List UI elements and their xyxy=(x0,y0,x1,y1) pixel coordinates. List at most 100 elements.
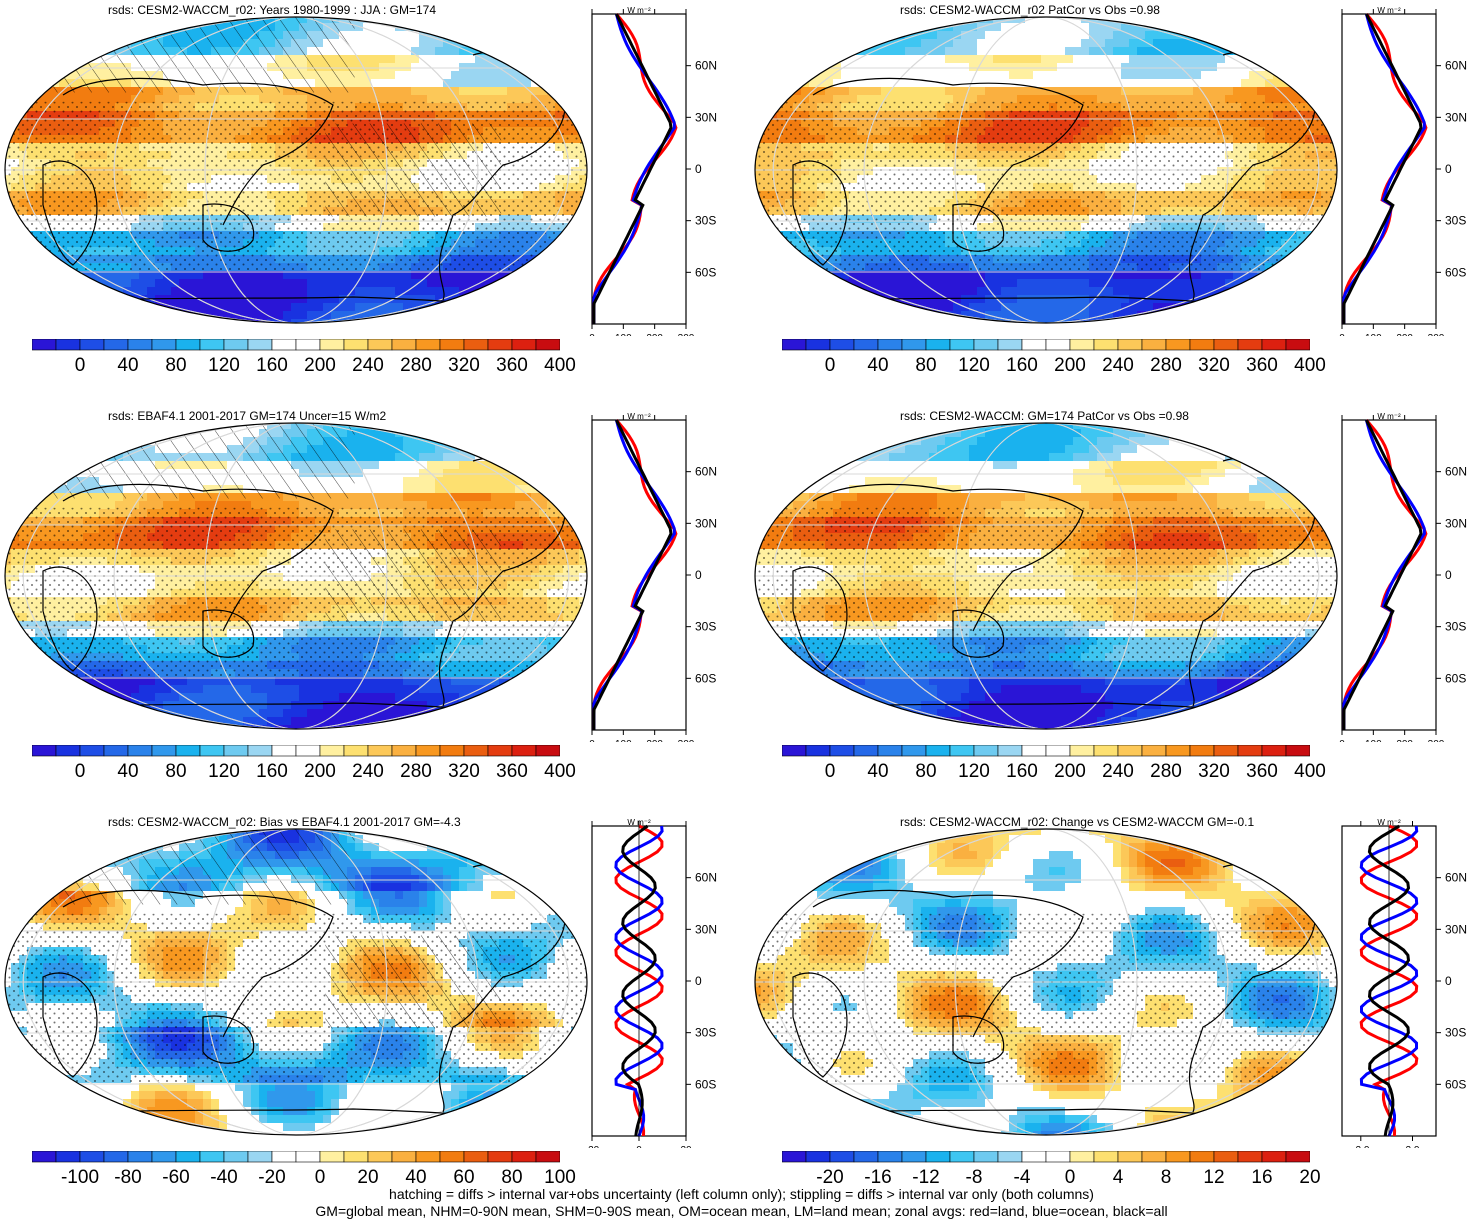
colorbar-tick-label: 80 xyxy=(165,355,187,376)
colorbar-tick-label: 200 xyxy=(304,355,336,376)
colorbar-swatch xyxy=(199,339,225,351)
colorbar-tick-label: 240 xyxy=(352,355,384,376)
colorbar-swatch xyxy=(1261,339,1287,351)
colorbar xyxy=(782,745,1310,757)
zonal-unit-label: W m⁻² xyxy=(627,6,651,15)
colorbar-swatch xyxy=(853,339,879,351)
colorbar-swatch xyxy=(1237,745,1263,757)
colorbar xyxy=(32,1151,560,1163)
coastline xyxy=(952,609,1005,658)
latitude-label: 30N xyxy=(695,516,717,530)
latitude-label: 30S xyxy=(1445,1026,1466,1040)
colorbar-swatch xyxy=(1093,339,1119,351)
coastline xyxy=(202,203,255,252)
colorbar-tick-label: 320 xyxy=(1198,761,1230,782)
colorbar-tick-label: 200 xyxy=(1054,761,1086,782)
colorbar-swatch xyxy=(1045,745,1071,757)
colorbar-swatch xyxy=(973,745,999,757)
colorbar-swatch xyxy=(1093,1151,1119,1163)
colorbar-swatch xyxy=(103,1151,129,1163)
colorbar-tick-label: 20 xyxy=(1299,1167,1321,1188)
colorbar-swatch xyxy=(1045,1151,1071,1163)
colorbar-swatch xyxy=(1069,1151,1095,1163)
colorbar-tick-label: 160 xyxy=(256,355,288,376)
colorbar-tick-label: 160 xyxy=(1006,761,1038,782)
colorbar-swatch xyxy=(103,745,129,757)
colorbar-swatch xyxy=(295,339,321,351)
colorbar-swatch xyxy=(391,1151,417,1163)
latitude-label: 60S xyxy=(695,1077,716,1091)
panel-p4: rsds: CESM2-WACCM: GM=174 PatCor vs Obs … xyxy=(750,406,1483,806)
colorbar-swatch xyxy=(973,1151,999,1163)
colorbar-swatch xyxy=(1165,339,1191,351)
colorbar-swatch xyxy=(1213,1151,1239,1163)
colorbar-tick-label: 320 xyxy=(1198,355,1230,376)
latitude-label: 30S xyxy=(695,1026,716,1040)
colorbar-swatch xyxy=(487,745,513,757)
zonal-x-tick-label: 300 xyxy=(1428,739,1445,742)
colorbar-tick-label: 100 xyxy=(544,1167,576,1188)
zonal-average-plot: W m⁻² 60N 30N 0 30S 60S 0 100 200 300 xyxy=(1339,6,1467,336)
colorbar-tick-label: 280 xyxy=(400,761,432,782)
colorbar-tick-label: 200 xyxy=(1054,355,1086,376)
coastline xyxy=(202,609,255,658)
zonal-line-all xyxy=(592,13,673,324)
colorbar-tick-label: -100 xyxy=(60,1167,100,1188)
colorbar-tick-label: 40 xyxy=(117,355,139,376)
zonal-x-tick-label: 300 xyxy=(1428,333,1445,336)
latitude-label: 60S xyxy=(695,265,716,279)
latitude-label: 0 xyxy=(695,162,702,176)
colorbar-swatch xyxy=(1285,339,1310,351)
colorbar-swatch xyxy=(1021,339,1047,351)
zonal-x-tick-label: 200 xyxy=(1396,739,1413,742)
coastline xyxy=(792,972,848,1078)
colorbar-tick-label: 280 xyxy=(1150,355,1182,376)
zonal-x-tick-label: 100 xyxy=(615,333,632,336)
colorbar-tick-label: -80 xyxy=(114,1167,142,1188)
colorbar-swatch xyxy=(271,745,297,757)
colorbar-swatch xyxy=(439,745,465,757)
zonal-x-tick-label: 300 xyxy=(678,739,695,742)
colorbar-swatch xyxy=(487,1151,513,1163)
colorbar-swatch xyxy=(319,339,345,351)
colorbar-tick-label: 120 xyxy=(958,761,990,782)
latitude-label: 30S xyxy=(695,214,716,228)
colorbar-swatch xyxy=(127,1151,153,1163)
colorbar-swatch xyxy=(949,339,975,351)
world-map xyxy=(4,16,588,324)
colorbar-swatch xyxy=(1069,745,1095,757)
colorbar-swatch xyxy=(391,745,417,757)
panel-p3: rsds: EBAF4.1 2001-2017 GM=174 Uncer=15 … xyxy=(0,406,733,806)
latitude-label: 30N xyxy=(695,922,717,936)
colorbar-tick-label: 280 xyxy=(1150,761,1182,782)
colorbar-swatch xyxy=(175,339,201,351)
latitude-label: 30S xyxy=(695,620,716,634)
panel-title: rsds: CESM2-WACCM_r02: Change vs CESM2-W… xyxy=(900,815,1255,829)
colorbar-tick-label: 40 xyxy=(867,355,889,376)
colorbar-swatch xyxy=(1285,745,1310,757)
zonal-x-tick-label: 300 xyxy=(678,333,695,336)
colorbar-swatch xyxy=(367,745,393,757)
colorbar-tick-label: 240 xyxy=(352,761,384,782)
colorbar-tick-label: 400 xyxy=(544,761,576,782)
latitude-label: 60N xyxy=(695,871,717,885)
colorbar-swatch xyxy=(463,1151,489,1163)
colorbar-swatch xyxy=(1021,745,1047,757)
colorbar-tick-label: 120 xyxy=(958,355,990,376)
zonal-x-tick-label: 2.0 xyxy=(1406,1145,1420,1148)
colorbar-tick-label: 0 xyxy=(314,1167,326,1188)
coastline xyxy=(42,566,98,672)
colorbar-swatch xyxy=(487,339,513,351)
colorbar-tick-label: 400 xyxy=(1294,355,1326,376)
panel-title: rsds: CESM2-WACCM_r02 PatCor vs Obs =0.9… xyxy=(900,3,1160,17)
colorbar-swatch xyxy=(175,745,201,757)
colorbar-tick-label: 120 xyxy=(208,355,240,376)
colorbar-tick-label: 320 xyxy=(448,761,480,782)
colorbar-swatch xyxy=(877,1151,903,1163)
colorbar-swatch xyxy=(901,339,927,351)
colorbar-tick-label: -16 xyxy=(864,1167,892,1188)
panel-title: rsds: CESM2-WACCM_r02: Years 1980-1999 :… xyxy=(108,3,437,17)
colorbar-tick-label: 400 xyxy=(544,355,576,376)
colorbar-swatch xyxy=(829,1151,855,1163)
latitude-label: 30N xyxy=(695,110,717,124)
